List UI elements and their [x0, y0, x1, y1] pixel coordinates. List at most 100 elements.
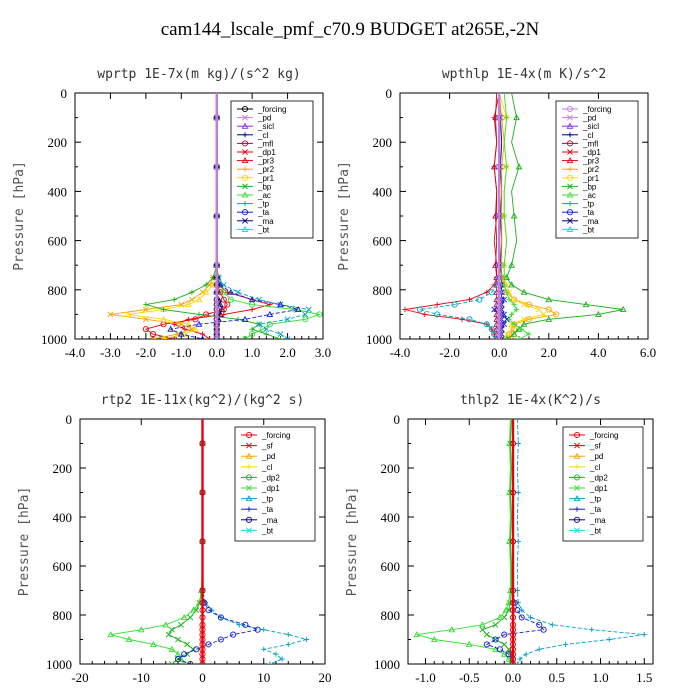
legend-entry: _mfl: [257, 139, 273, 148]
legend-marker: [241, 140, 249, 147]
legend-marker: [245, 452, 253, 459]
series-marker: [261, 646, 267, 652]
series-marker: [521, 316, 527, 323]
series-marker: [503, 331, 510, 337]
series-marker: [500, 650, 508, 657]
series-marker: [515, 489, 521, 496]
series-marker: [193, 646, 200, 653]
series-marker: [249, 331, 256, 338]
y-tick-label: 200: [373, 135, 393, 150]
series-marker: [160, 306, 167, 313]
legend-marker: [242, 217, 248, 224]
legend-entry: _pd: [257, 114, 271, 123]
x-tick-label: -4.0: [65, 345, 86, 360]
series-marker: [416, 306, 423, 313]
y-tick-label: 0: [61, 86, 68, 101]
x-tick-label: -2.0: [136, 345, 157, 360]
y-tick-label: 1000: [374, 657, 400, 672]
series-marker: [266, 321, 273, 328]
series-marker: [507, 586, 514, 594]
series-marker: [213, 274, 220, 281]
series-marker: [214, 335, 219, 339]
legend-entry: _bp: [582, 182, 597, 191]
series-marker: [184, 641, 191, 648]
series-marker: [213, 281, 220, 288]
series-marker: [200, 335, 205, 339]
series-marker: [488, 326, 495, 333]
y-tick-label: 800: [381, 608, 401, 623]
legend-entry: _cl: [589, 463, 600, 472]
series-marker: [536, 646, 542, 652]
series-marker: [142, 326, 149, 333]
series-marker: [515, 163, 523, 170]
series-marker: [434, 311, 441, 318]
legend-marker: [566, 174, 574, 181]
series-marker: [483, 641, 490, 648]
legend-marker: [245, 431, 253, 439]
legend-entry: _forcing: [257, 105, 286, 114]
series-marker: [540, 311, 547, 318]
legend-entry: _bt: [589, 526, 602, 535]
legend-entry: _tp: [257, 200, 270, 209]
series-marker: [526, 331, 532, 337]
x-tick-label: 10: [257, 670, 270, 685]
series-marker: [261, 627, 267, 633]
series-marker: [256, 321, 263, 328]
legend-marker: [566, 157, 574, 164]
series-marker: [459, 316, 465, 322]
series-marker: [491, 164, 497, 170]
series-marker: [514, 661, 520, 664]
series-marker: [213, 114, 220, 121]
series-marker: [302, 316, 309, 323]
series-marker: [213, 289, 220, 296]
series-marker: [505, 646, 512, 653]
series-marker: [142, 316, 149, 323]
series-marker: [213, 306, 220, 313]
series-marker: [168, 626, 175, 633]
y-axis-label: Pressure [hPa]: [12, 161, 27, 271]
legend-entry: _dp2: [589, 473, 608, 482]
x-tick-label: 1.0: [592, 670, 608, 685]
series-marker: [242, 621, 249, 628]
legend-marker: [566, 140, 574, 147]
series-marker: [535, 306, 542, 313]
legend-entry: _ac: [257, 191, 271, 200]
legend-entry: _forcing: [589, 431, 618, 440]
series-marker: [501, 262, 507, 268]
series-marker: [213, 213, 220, 219]
series-marker: [562, 641, 569, 647]
x-tick-label: 1.5: [636, 670, 652, 685]
series-line-pr1: [128, 93, 218, 339]
series-marker: [174, 656, 182, 663]
series-marker: [413, 631, 421, 638]
series-marker: [220, 289, 227, 296]
series-marker: [504, 335, 509, 339]
series-marker: [483, 631, 490, 638]
y-tick-label: 0: [66, 412, 73, 427]
legend-marker: [246, 464, 252, 470]
series-marker: [294, 305, 302, 313]
series-marker: [510, 212, 518, 219]
series-marker: [242, 335, 249, 339]
legend-entry: _ta: [257, 208, 270, 217]
x-tick-label: 3.0: [315, 345, 331, 360]
series-marker: [513, 306, 520, 313]
legend-entry: _bt: [582, 225, 595, 234]
legend-entry: _pr3: [257, 157, 275, 166]
legend-marker: [245, 474, 253, 481]
legend-marker: [567, 132, 573, 138]
series-marker: [150, 640, 157, 647]
x-tick-label: -10: [133, 670, 150, 685]
series-marker: [501, 282, 507, 288]
y-tick-label: 800: [53, 608, 73, 623]
series-marker: [511, 321, 517, 327]
series-marker: [125, 635, 133, 643]
legend-entry: _pd: [261, 452, 275, 461]
series-marker: [254, 626, 261, 633]
series-marker: [168, 661, 175, 664]
series-marker: [509, 614, 517, 621]
x-tick-label: 0.0: [491, 345, 507, 360]
series-marker: [305, 306, 312, 313]
y-tick-label: 800: [48, 283, 68, 298]
